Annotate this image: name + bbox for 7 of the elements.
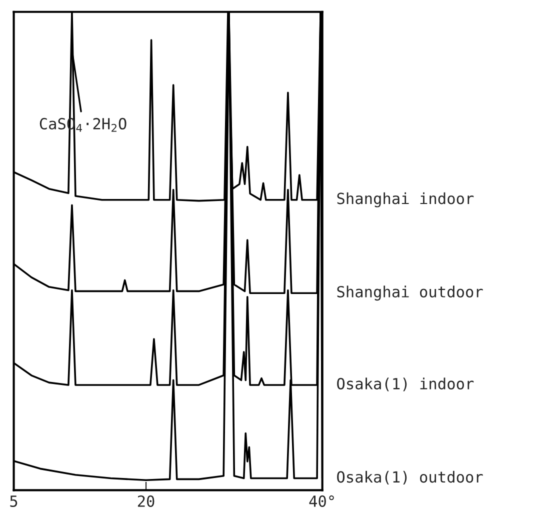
series-label: Osaka(1) indoor — [337, 378, 474, 392]
series-label: Osaka(1) outdoor — [337, 470, 483, 485]
series-label: Shanghai outdoor — [337, 286, 483, 301]
x-tick-label: 20 — [138, 495, 154, 507]
series-label: Shanghai indoor — [337, 192, 474, 208]
x-tick-label: 5 — [10, 496, 18, 507]
x-tick-label: 40° — [309, 495, 334, 507]
